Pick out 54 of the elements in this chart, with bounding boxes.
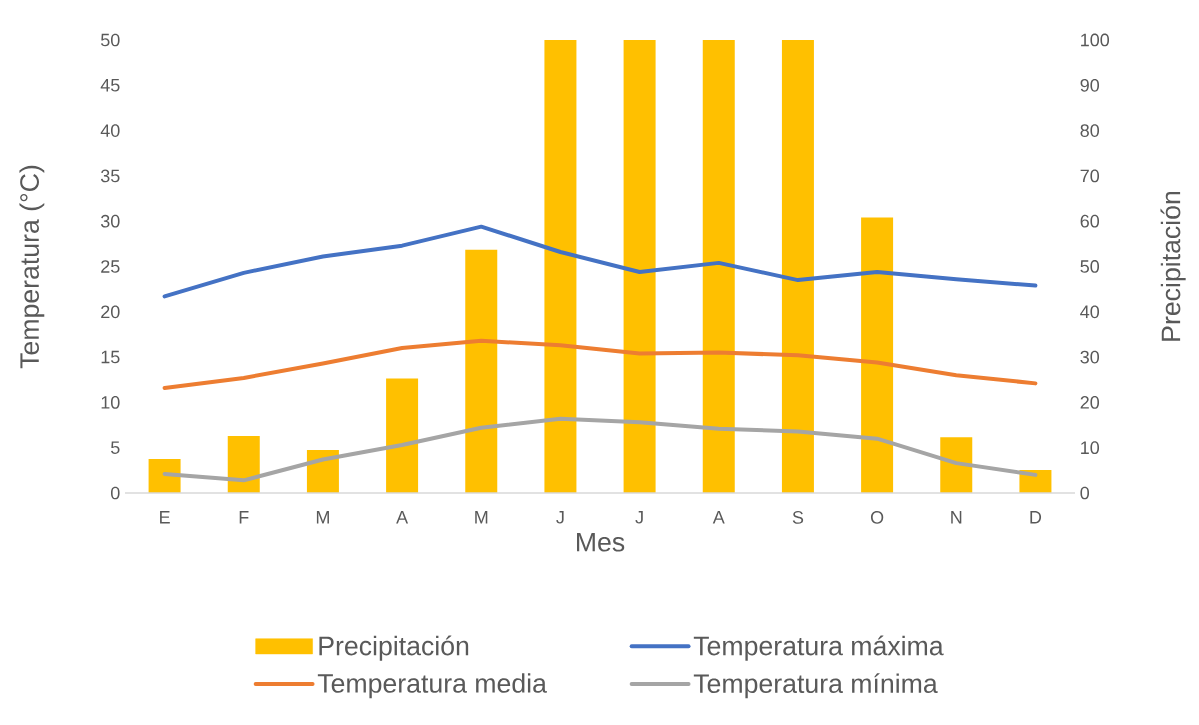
line-series [162,416,1038,483]
legend-label: Temperatura máxima [693,635,944,661]
bar [227,435,260,493]
y-axis-title: Temperatura (°C) [19,165,45,369]
x-tick-label: O [870,511,884,524]
y2-tick-label: 60 [1080,214,1100,228]
y-tick-label: 10 [101,396,120,409]
x-tick-label: M [316,511,329,524]
y2-tick-label: 0 [1080,486,1090,500]
legend-label: Temperatura media [317,673,547,699]
x-tick-label: J [635,511,643,524]
y-tick-label: 5 [110,441,120,454]
y2-tick-label: 70 [1080,169,1100,183]
x-tick-label: J [556,511,564,524]
bar [940,437,973,493]
bar [544,39,577,493]
y-tick-label: 35 [100,169,120,183]
y-tick-label: 20 [101,305,120,319]
y2-tick-label: 90 [1080,78,1100,92]
x-tick-label: A [396,511,409,524]
line-series [162,224,1038,299]
y-tick-label: 50 [100,33,120,47]
y2-tick-label: 10 [1081,441,1100,455]
bar [623,39,656,493]
y-tick-label: 40 [100,124,120,137]
y-tick-label: 0 [110,486,120,500]
bar [465,249,498,493]
y2-tick-label: 100 [1081,33,1110,47]
bar [702,39,735,493]
x-tick-label: N [951,511,962,524]
y2-axis-title: Precipitación [1160,191,1186,341]
x-tick-label: A [712,511,725,524]
line-series [162,338,1038,390]
x-tick-label: F [239,511,249,524]
legend-label: Temperatura mínima [693,673,938,699]
bar [386,378,419,493]
bar [861,217,894,493]
x-tick-label: M [475,511,488,524]
y-tick-label: 30 [100,214,120,228]
y-tick-label: 45 [100,79,120,92]
x-tick-label: E [160,511,170,524]
y-tick-label: 25 [101,260,120,273]
y2-tick-label: 30 [1080,350,1100,364]
y2-tick-label: 50 [1080,260,1100,273]
bar [781,39,814,493]
y2-tick-label: 40 [1080,305,1100,319]
bar [148,459,181,493]
legend-label: Precipitación [319,635,469,661]
x-axis-title: Mes [577,532,625,552]
y-tick-label: 15 [101,350,120,364]
x-tick-label: S [792,511,804,524]
y2-tick-label: 20 [1080,396,1100,409]
y2-tick-label: 80 [1080,124,1100,137]
x-tick-label: D [1030,511,1042,524]
